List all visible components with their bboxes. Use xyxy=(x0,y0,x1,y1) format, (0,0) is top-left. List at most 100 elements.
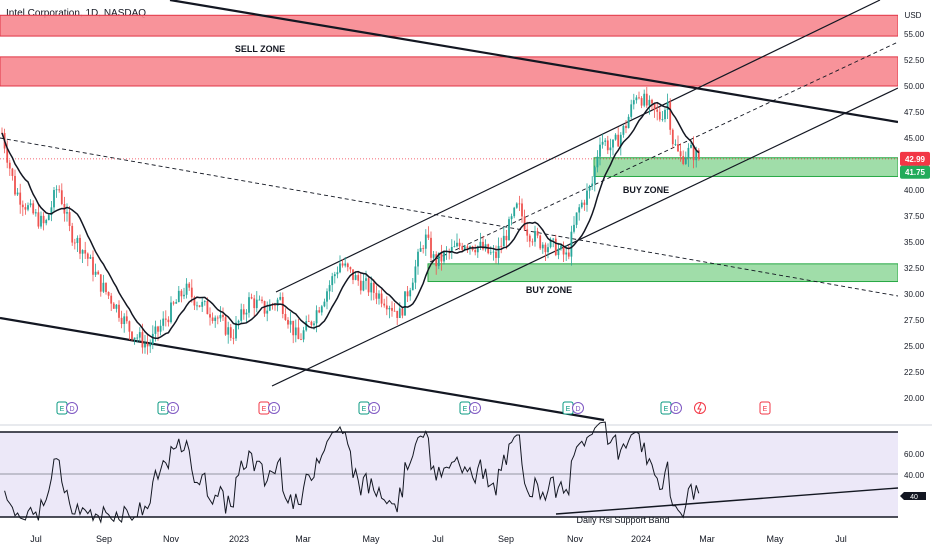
badge-text: 42.99 xyxy=(905,155,926,164)
channel-mid-line xyxy=(429,41,899,263)
candle xyxy=(222,307,224,322)
candle xyxy=(406,286,409,303)
candle-body xyxy=(209,314,211,318)
candle xyxy=(383,298,386,308)
candle-body xyxy=(671,129,674,145)
candle-body xyxy=(136,337,139,339)
candle-body xyxy=(495,251,497,258)
candle xyxy=(29,199,32,208)
earnings-marker[interactable]: E xyxy=(56,401,68,415)
dividend-marker[interactable]: D xyxy=(572,402,584,414)
dividend-marker[interactable]: D xyxy=(268,402,280,414)
candle-body xyxy=(302,330,305,340)
candle-body xyxy=(669,102,672,130)
time-axis: Jul Sep Nov 2023 Mar May Jul Sep Nov 2024 Mar May Ju… xyxy=(30,534,847,544)
candle xyxy=(32,200,35,215)
candle xyxy=(492,245,495,261)
earnings-marker[interactable]: E xyxy=(459,401,471,415)
candle xyxy=(136,334,139,343)
candle xyxy=(47,214,50,221)
candle xyxy=(107,291,110,300)
candle xyxy=(216,315,219,325)
candle xyxy=(242,304,245,320)
candle xyxy=(466,243,469,253)
candle-body xyxy=(211,317,214,321)
candle xyxy=(24,203,27,215)
candle-body xyxy=(125,316,128,322)
time-tick: Jul xyxy=(835,534,847,544)
candle xyxy=(495,245,497,264)
candle xyxy=(453,240,456,248)
candle-body xyxy=(536,230,539,236)
candle-body xyxy=(682,156,685,164)
marker-shape xyxy=(268,402,280,414)
dividend-marker[interactable]: D xyxy=(670,402,682,414)
candle-body xyxy=(697,150,700,159)
earnings-marker[interactable]: E xyxy=(157,401,169,415)
candle-body xyxy=(502,235,505,247)
candle-body xyxy=(11,168,14,176)
dividend-marker[interactable]: D xyxy=(66,402,78,414)
price-tick: 45.00 xyxy=(904,134,925,143)
earnings-marker[interactable]: E xyxy=(358,401,370,415)
marker-letter: E xyxy=(60,406,65,413)
candle-body xyxy=(300,339,302,340)
candle xyxy=(344,257,347,268)
zone-rect-1 xyxy=(0,56,899,87)
candle xyxy=(341,259,344,268)
candle xyxy=(627,114,630,129)
candle xyxy=(120,310,123,329)
candle xyxy=(73,238,76,250)
candle xyxy=(664,108,666,123)
candle-body xyxy=(315,310,318,324)
dividend-marker[interactable]: D xyxy=(368,402,380,414)
channel-upper-line xyxy=(275,0,881,293)
candle xyxy=(263,300,266,317)
candle xyxy=(669,98,672,135)
price-tick: 32.50 xyxy=(904,264,925,273)
candle xyxy=(427,226,430,240)
candle-body xyxy=(34,212,37,214)
currency-label: USD xyxy=(905,11,922,20)
candle xyxy=(34,209,37,217)
candle xyxy=(248,292,250,318)
candle xyxy=(658,106,661,122)
marker-shape xyxy=(66,402,78,414)
candle-body xyxy=(466,246,469,249)
candle-body xyxy=(357,275,360,281)
earnings-marker[interactable]: E xyxy=(660,401,672,415)
candle-body xyxy=(297,327,300,340)
candle-body xyxy=(489,252,492,254)
candle-body xyxy=(229,327,232,338)
candle-body xyxy=(417,251,419,267)
candle xyxy=(593,165,596,192)
candle xyxy=(679,143,682,162)
candle-body xyxy=(188,283,191,288)
candle-body xyxy=(144,343,146,348)
trendlines-layer xyxy=(0,0,899,422)
candle-body xyxy=(47,215,50,221)
candle xyxy=(287,317,289,329)
rsi-line xyxy=(4,421,700,524)
dividend-marker[interactable]: D xyxy=(167,402,179,414)
candle xyxy=(643,89,646,108)
earnings-marker[interactable]: E xyxy=(562,401,574,415)
dividend-marker[interactable]: D xyxy=(469,402,481,414)
chart-title: Intel Corporation, 1D, NASDAQ xyxy=(6,8,147,19)
rsi-value-badge: 40 xyxy=(900,492,926,501)
candle-body xyxy=(601,141,604,145)
candle-body xyxy=(240,309,243,321)
marker-letter: D xyxy=(472,406,477,413)
candle xyxy=(671,128,674,149)
candle-body xyxy=(427,234,430,238)
earnings-marker[interactable]: E xyxy=(759,401,771,415)
candle xyxy=(214,315,217,328)
candle xyxy=(417,248,419,275)
split-marker[interactable] xyxy=(694,402,706,414)
candle-body xyxy=(115,304,118,309)
candle-body xyxy=(664,109,666,120)
earnings-marker[interactable]: E xyxy=(258,401,270,415)
price-tick: 20.00 xyxy=(904,394,925,403)
candle xyxy=(261,296,263,304)
